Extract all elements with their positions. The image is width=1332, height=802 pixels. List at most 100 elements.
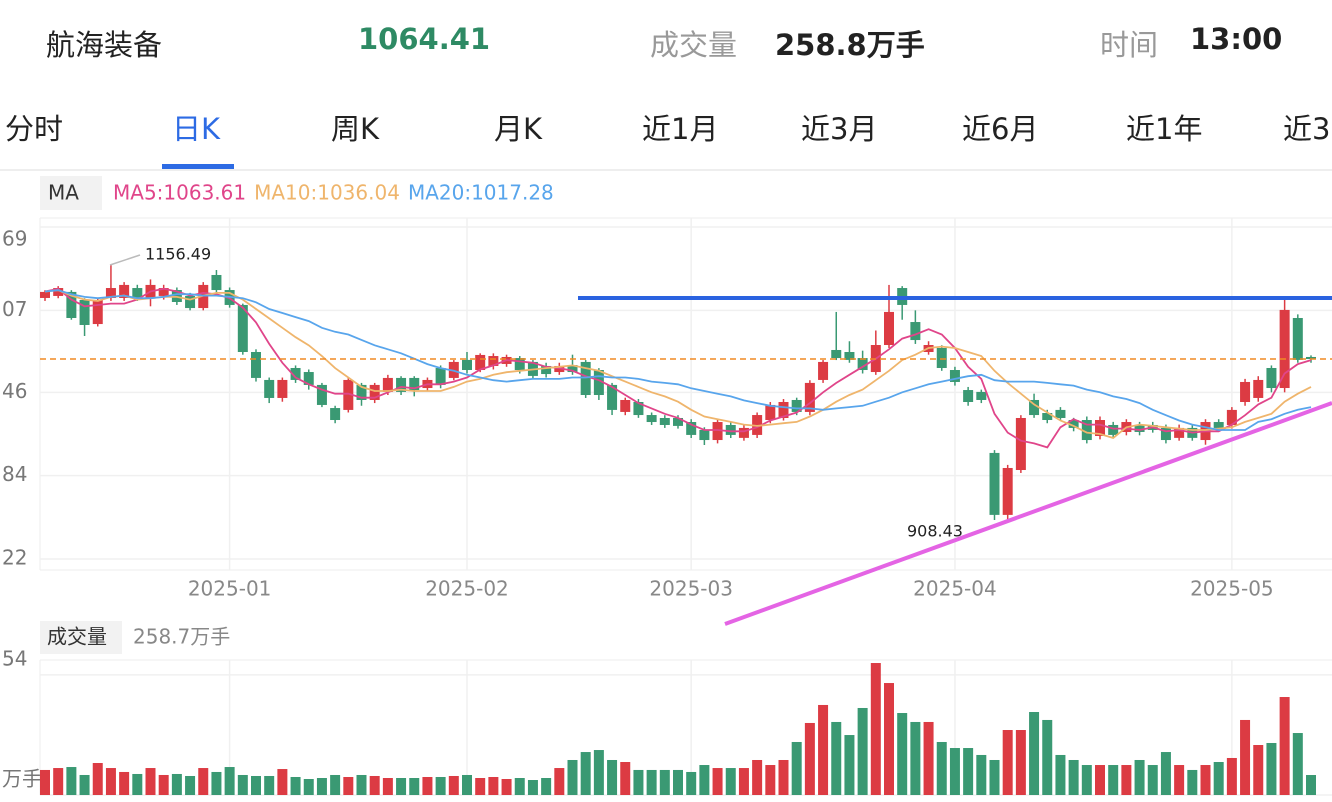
volume-bar xyxy=(923,721,934,795)
volume-bar xyxy=(949,748,960,795)
volume-bar xyxy=(633,769,644,795)
volume-bar xyxy=(791,741,802,795)
legend-entry: MA20:1017.28 xyxy=(408,181,554,205)
volume-bar xyxy=(844,735,855,795)
volume-bar xyxy=(211,771,222,795)
volume-bar xyxy=(1200,765,1211,795)
tab[interactable]: 近3 xyxy=(1283,112,1331,146)
legend-box xyxy=(40,621,122,654)
annotation: 1156.49 xyxy=(145,245,211,264)
tab[interactable]: 近6月 xyxy=(962,112,1039,146)
candle-body xyxy=(963,390,974,402)
candle-body xyxy=(1306,356,1316,359)
volume-bar xyxy=(1002,730,1013,795)
candle-body xyxy=(53,288,64,296)
tab[interactable]: 近1月 xyxy=(642,112,719,146)
candle-body xyxy=(488,356,499,366)
candle-body xyxy=(818,361,829,380)
ma-line xyxy=(44,289,1312,431)
candle-body xyxy=(804,382,815,412)
volume-bar xyxy=(132,773,143,795)
candle-body xyxy=(1240,381,1251,402)
candle-body xyxy=(1068,420,1079,428)
volume-bar xyxy=(1266,742,1277,795)
tab[interactable]: 日K xyxy=(172,112,221,146)
volume-bar xyxy=(316,777,327,795)
volume-bar xyxy=(462,774,472,795)
volume-bar xyxy=(1095,765,1105,795)
candle-body xyxy=(949,370,960,382)
y-tick-label: 07 xyxy=(2,297,27,321)
tab[interactable]: 近1年 xyxy=(1126,112,1203,146)
volume-bar xyxy=(448,775,459,795)
volume-bar xyxy=(1226,757,1237,795)
legend-ma: MA xyxy=(48,181,79,205)
volume-bar xyxy=(396,777,407,795)
candle-body xyxy=(1042,413,1053,421)
tab[interactable]: 周K xyxy=(331,112,380,146)
candle-body xyxy=(936,347,947,368)
candle-body xyxy=(778,401,789,418)
candle-body xyxy=(330,408,341,421)
volume-bar xyxy=(422,776,433,795)
volume-bar xyxy=(1015,730,1026,795)
candle-body xyxy=(264,379,275,398)
tab[interactable]: 月K xyxy=(494,112,543,146)
candle-body xyxy=(1174,427,1185,438)
volume-bar xyxy=(646,769,657,795)
candle-body xyxy=(752,415,763,435)
volume-bar xyxy=(804,722,815,795)
candle-body xyxy=(857,358,868,371)
volume-bar xyxy=(171,773,182,795)
volume-bar xyxy=(409,777,420,795)
candle-body xyxy=(1266,367,1277,389)
candle-body xyxy=(382,377,393,392)
volume-bar xyxy=(145,768,156,795)
volume-bar xyxy=(686,771,697,795)
volume-bar xyxy=(119,771,130,795)
volume-bar xyxy=(699,765,710,795)
volume-bar xyxy=(1240,719,1251,795)
volume-bar xyxy=(475,777,486,795)
candle-body xyxy=(620,399,631,412)
candle-body xyxy=(514,358,525,371)
candle-body xyxy=(290,367,301,380)
volume-bar xyxy=(963,748,974,795)
volume-bar xyxy=(79,774,90,795)
candle-body xyxy=(633,401,644,416)
price: 1064.41 xyxy=(358,22,491,56)
candle-body xyxy=(409,377,420,391)
tab[interactable]: 近3月 xyxy=(801,112,878,146)
candle-body xyxy=(251,351,261,378)
legend-entry: MA10:1036.04 xyxy=(254,181,400,205)
volume-bar xyxy=(435,776,446,795)
x-tick-label: 2025-03 xyxy=(649,577,733,601)
volume-bar xyxy=(765,765,776,795)
legend-box xyxy=(40,176,102,210)
volume-bar xyxy=(554,768,565,795)
candle-body xyxy=(1029,399,1040,416)
volume-bar xyxy=(1279,697,1290,795)
volume-bar xyxy=(884,683,894,795)
candle-body xyxy=(1292,317,1303,360)
volume-bar xyxy=(593,750,604,795)
y-tick-label: 69 xyxy=(2,227,27,251)
candle-body xyxy=(910,322,921,341)
candle-body xyxy=(185,295,196,309)
volume-bar xyxy=(1042,719,1053,795)
volume-bar xyxy=(330,774,341,795)
candle-body xyxy=(237,304,248,352)
y-tick-label: 54 xyxy=(2,646,27,670)
volume-bar xyxy=(369,775,380,795)
volume-bar xyxy=(857,707,868,795)
volume-bar xyxy=(1108,765,1119,795)
ma-line xyxy=(44,287,1312,449)
tab[interactable]: 分时 xyxy=(5,112,64,146)
volume-bar xyxy=(580,752,591,795)
annotation: 908.43 xyxy=(907,522,963,541)
candle-body xyxy=(712,422,723,441)
volume-bar xyxy=(1029,712,1040,795)
candle-body xyxy=(316,384,327,405)
